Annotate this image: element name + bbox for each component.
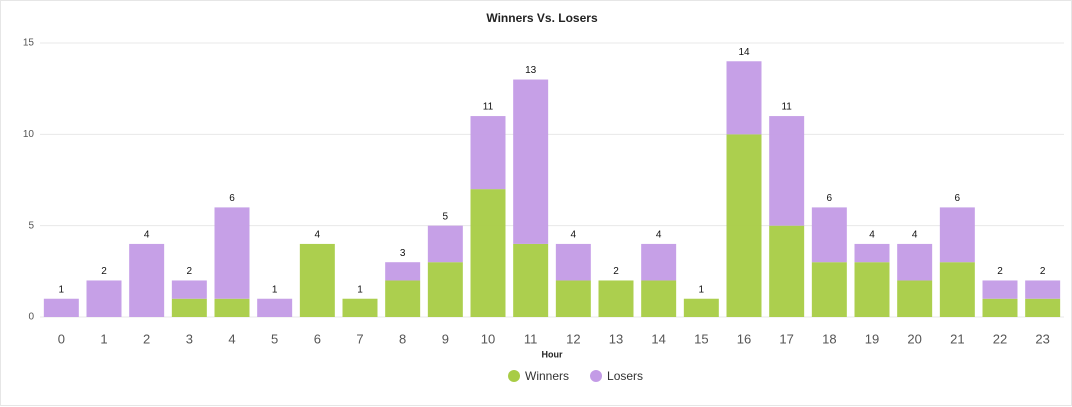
x-tick-label: 9 bbox=[442, 331, 449, 346]
bar-segment bbox=[726, 134, 762, 317]
x-tick-label: 16 bbox=[737, 331, 751, 346]
x-tick-label: 4 bbox=[228, 331, 235, 346]
bar-segment bbox=[427, 225, 463, 263]
bar-segment bbox=[513, 243, 549, 317]
x-tick-label: 23 bbox=[1035, 331, 1049, 346]
bar-segment bbox=[129, 243, 165, 317]
total-label: 2 bbox=[997, 266, 1003, 277]
total-label: 4 bbox=[144, 230, 150, 241]
bar-segment bbox=[43, 298, 79, 317]
legend-label: Winners bbox=[525, 369, 569, 383]
y-tick-label: 15 bbox=[23, 38, 35, 49]
total-label: 2 bbox=[187, 266, 193, 277]
bar-segment bbox=[897, 280, 933, 317]
bar-segment bbox=[1025, 280, 1061, 299]
total-label: 2 bbox=[613, 266, 619, 277]
x-tick-label: 3 bbox=[186, 331, 193, 346]
x-tick-label: 15 bbox=[694, 331, 708, 346]
x-tick-label: 18 bbox=[822, 331, 836, 346]
total-label: 13 bbox=[525, 65, 537, 76]
legend-marker bbox=[590, 370, 603, 382]
bar-segment bbox=[726, 61, 762, 135]
bar-segment bbox=[897, 243, 933, 281]
x-tick-label: 1 bbox=[100, 331, 107, 346]
total-label: 4 bbox=[571, 230, 577, 241]
bar-segment bbox=[641, 243, 677, 281]
bar-segment bbox=[982, 298, 1018, 317]
x-tick-label: 20 bbox=[907, 331, 921, 346]
bar-segment bbox=[513, 79, 549, 244]
bar-segment bbox=[385, 262, 421, 281]
total-label: 1 bbox=[272, 284, 278, 295]
y-tick-label: 0 bbox=[28, 312, 34, 323]
bar-segment bbox=[683, 298, 719, 317]
bar-segment bbox=[1025, 298, 1061, 317]
bar-segment bbox=[939, 207, 975, 263]
total-label: 5 bbox=[443, 211, 449, 222]
total-label: 6 bbox=[955, 193, 961, 204]
bar-segment bbox=[86, 280, 122, 317]
x-tick-label: 10 bbox=[481, 331, 495, 346]
bar-segment bbox=[427, 262, 463, 317]
total-label: 4 bbox=[869, 230, 875, 241]
y-tick-label: 10 bbox=[23, 129, 35, 140]
total-label: 14 bbox=[738, 47, 750, 58]
total-label: 2 bbox=[1040, 266, 1046, 277]
x-tick-label: 13 bbox=[609, 331, 623, 346]
x-tick-label: 8 bbox=[399, 331, 406, 346]
bar-segment bbox=[854, 243, 890, 263]
bar-segment bbox=[385, 280, 421, 317]
x-tick-label: 17 bbox=[779, 331, 793, 346]
total-label: 1 bbox=[59, 284, 65, 295]
x-tick-label: 5 bbox=[271, 331, 278, 346]
x-tick-label: 2 bbox=[143, 331, 150, 346]
bar-segment bbox=[555, 280, 591, 317]
legend-label: Losers bbox=[607, 369, 643, 383]
bar-segment bbox=[257, 298, 293, 317]
x-tick-label: 0 bbox=[58, 331, 65, 346]
y-tick-label: 5 bbox=[28, 220, 34, 231]
bar-segment bbox=[641, 280, 677, 317]
total-label: 11 bbox=[781, 102, 792, 113]
total-label: 2 bbox=[101, 266, 107, 277]
total-label: 4 bbox=[656, 230, 662, 241]
bar-segment bbox=[555, 243, 591, 281]
bar-segment bbox=[769, 116, 805, 226]
bar-segment bbox=[811, 207, 847, 263]
bar-segment bbox=[214, 298, 250, 317]
x-tick-label: 7 bbox=[356, 331, 363, 346]
total-label: 11 bbox=[483, 102, 494, 113]
total-label: 3 bbox=[400, 248, 406, 259]
chart-title: Winners Vs. Losers bbox=[486, 11, 598, 25]
bar-segment bbox=[470, 189, 506, 317]
bar-segment bbox=[769, 225, 805, 317]
bar-segment bbox=[982, 280, 1018, 299]
bar-segment bbox=[342, 298, 378, 317]
x-tick-label: 21 bbox=[950, 331, 964, 346]
bar-segment bbox=[854, 262, 890, 317]
legend-marker bbox=[508, 370, 520, 382]
total-label: 6 bbox=[229, 193, 235, 204]
bar-segment bbox=[171, 298, 207, 317]
x-tick-label: 19 bbox=[865, 331, 879, 346]
bar-segment bbox=[171, 280, 207, 299]
bar-segment bbox=[598, 280, 634, 317]
x-tick-label: 12 bbox=[566, 331, 580, 346]
x-tick-label: 6 bbox=[314, 331, 321, 346]
bar-segment bbox=[939, 262, 975, 317]
bar-segment bbox=[470, 116, 506, 190]
x-tick-label: 22 bbox=[993, 331, 1007, 346]
x-tick-label: 14 bbox=[651, 331, 665, 346]
total-label: 1 bbox=[699, 284, 705, 295]
bar-segment bbox=[299, 243, 335, 317]
total-label: 4 bbox=[912, 230, 918, 241]
total-label: 4 bbox=[315, 230, 321, 241]
x-axis-title: Hour bbox=[542, 349, 563, 359]
x-tick-label: 11 bbox=[524, 331, 538, 346]
bar-segment bbox=[811, 262, 847, 317]
total-label: 6 bbox=[827, 193, 833, 204]
bar-segment bbox=[214, 207, 250, 299]
total-label: 1 bbox=[357, 284, 363, 295]
